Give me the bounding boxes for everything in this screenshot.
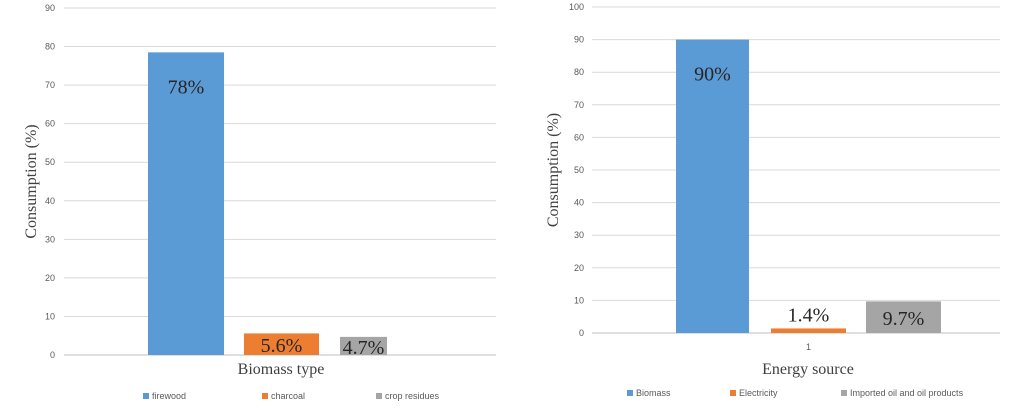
legend-entry: Biomass [636, 388, 671, 398]
data-label: 4.7% [343, 337, 385, 359]
y-tick-label: 90 [45, 3, 55, 13]
y-tick-label: 40 [45, 196, 55, 206]
legend-swatch [730, 390, 736, 396]
legend-swatch [627, 390, 633, 396]
legend-entry: Electricity [739, 388, 778, 398]
y-tick-label: 90 [574, 35, 584, 45]
legend-entry: charcoal [271, 391, 305, 401]
x-axis-title: Energy source [762, 361, 854, 378]
chart-biomass-type: 0 10 20 30 40 50 60 70 80 90 78% 5.6% 4.7% Biomass ty… [23, 3, 496, 401]
y-tick-label: 0 [50, 350, 55, 360]
y-tick-label: 10 [45, 311, 55, 321]
legend-entry: crop residues [385, 391, 440, 401]
bar-electricity [771, 328, 846, 333]
bar-crop-residues [340, 336, 387, 355]
y-tick-label: 0 [579, 328, 584, 338]
y-tick-label: 40 [574, 198, 584, 208]
legend-swatch [143, 393, 149, 399]
y-axis-title: Consumption (%) [23, 124, 40, 238]
y-tick-label: 30 [574, 230, 584, 240]
bar-firewood [148, 52, 224, 355]
y-tick-label: 60 [574, 132, 584, 142]
bar-imported-oil-and-oil-products [866, 301, 941, 333]
x-axis-title: Biomass type [238, 361, 325, 378]
y-tick-label: 50 [574, 165, 584, 175]
data-label: 1.4% [788, 304, 830, 326]
legend-entry: firewood [152, 391, 186, 401]
y-tick-label: 10 [574, 295, 584, 305]
legend-swatch [841, 390, 847, 396]
data-label: 90% [694, 64, 731, 86]
y-tick-label: 50 [45, 157, 55, 167]
bar-biomass [676, 39, 749, 333]
y-tick-label: 70 [574, 100, 584, 110]
x-tick-label: 1 [806, 342, 811, 352]
y-tick-label: 20 [574, 263, 584, 273]
y-tick-label: 60 [45, 119, 55, 129]
data-label: 9.7% [883, 308, 925, 330]
chart-energy-source: 0 10 20 30 40 50 60 70 80 90 100 90% 1.4% 9.7% 1 Energy… [545, 2, 1000, 398]
bar-charcoal [244, 333, 319, 355]
data-label: 78% [168, 76, 205, 98]
legend-swatch [376, 393, 382, 399]
legend-swatch [262, 393, 268, 399]
y-tick-label: 80 [574, 67, 584, 77]
legend-entry: Imported oil and oil products [850, 388, 964, 398]
y-tick-label: 20 [45, 273, 55, 283]
data-label: 5.6% [261, 335, 303, 357]
y-tick-label: 70 [45, 80, 55, 90]
y-tick-label: 30 [45, 234, 55, 244]
y-tick-label: 80 [45, 42, 55, 52]
y-tick-label: 100 [569, 2, 584, 12]
y-axis-title: Consumption (%) [545, 113, 562, 227]
